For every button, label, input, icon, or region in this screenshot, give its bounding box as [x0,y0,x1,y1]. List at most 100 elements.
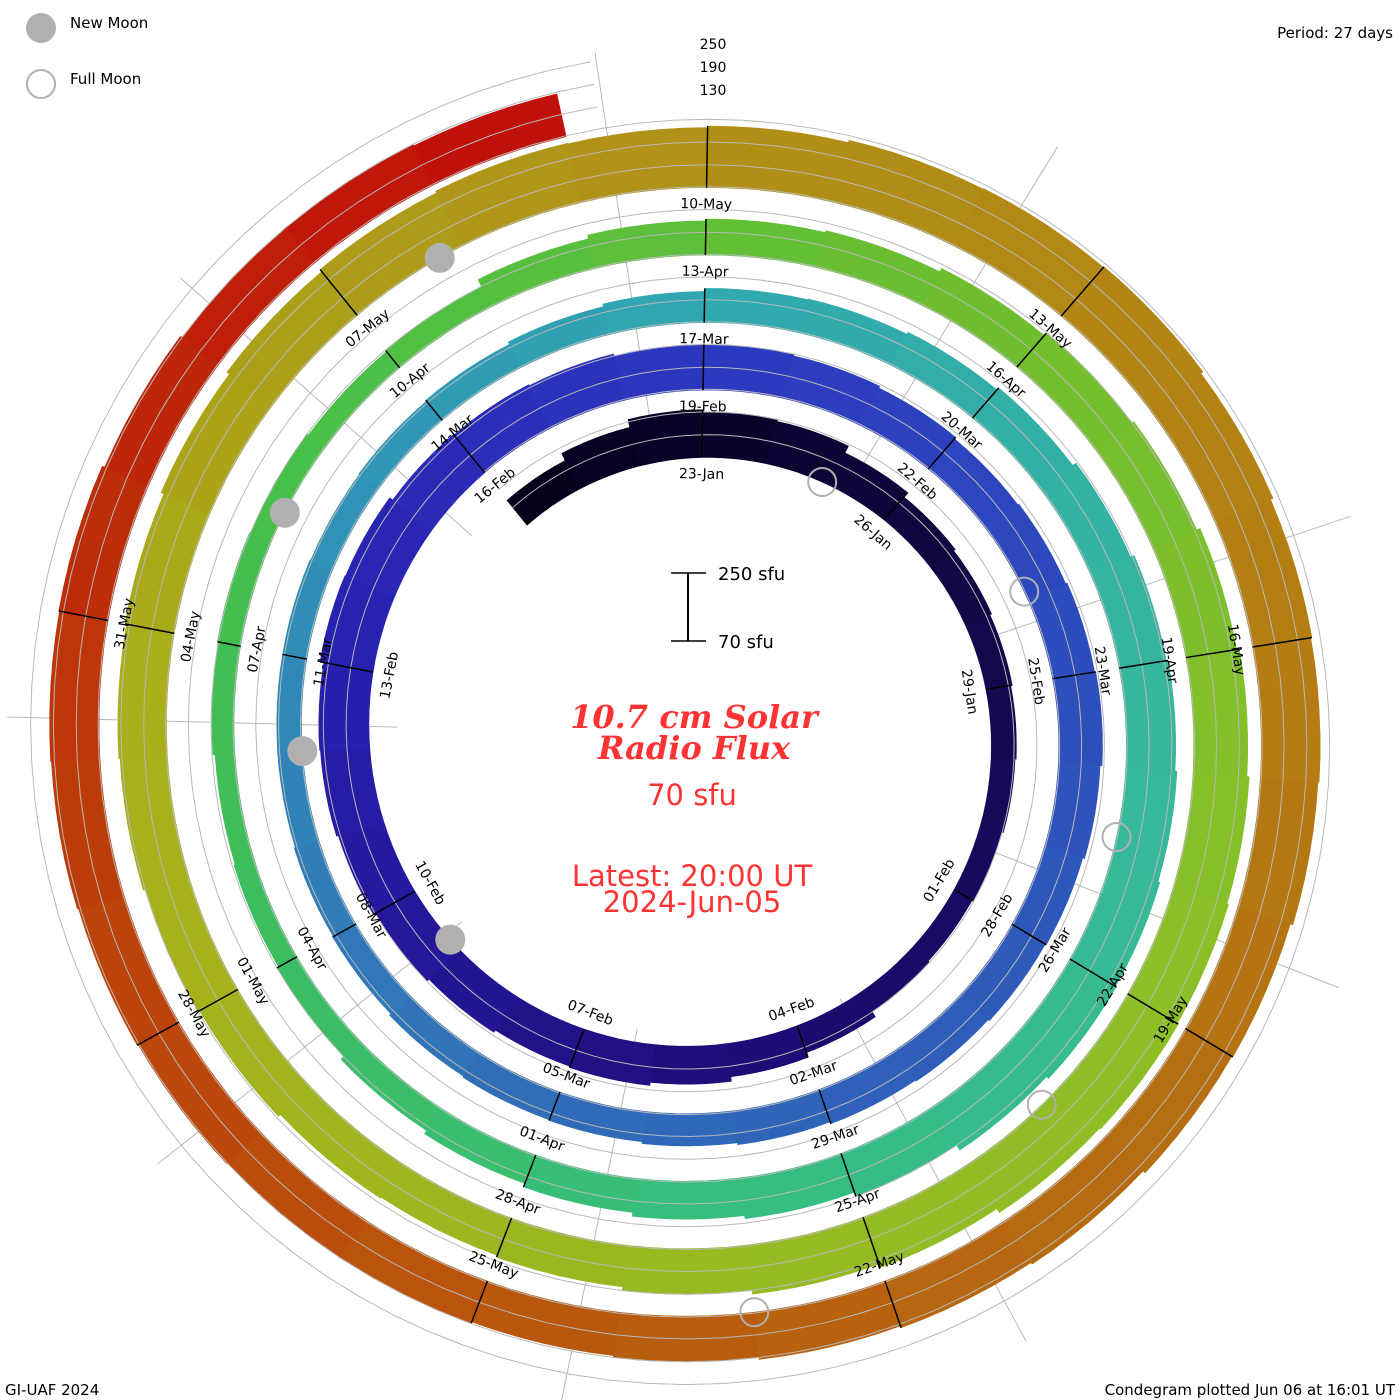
moon-markers [269,242,1132,1328]
flux-bar-day [816,230,941,306]
latest-time: Latest: 20:00 UT [572,859,813,893]
flux-bar-day [307,351,401,449]
full-moon-icon [807,467,838,498]
date-tick [124,623,175,635]
period-label: Period: 27 days [1277,24,1393,42]
full-moon-icon [1009,576,1040,607]
date-tick [1185,1027,1234,1058]
date-tick [495,1217,513,1258]
date-tick [953,888,974,902]
flux-bar-day [211,641,241,756]
flux-bar-day [953,824,1002,902]
date-tick [217,641,241,648]
flux-bar-day [1237,777,1319,926]
date-tick [1119,659,1169,669]
footer-plot-time: Condegram plotted Jun 06 at 16:01 UT [1105,1381,1396,1399]
date-label: 29-Jan [958,668,981,715]
flux-bar-day [119,756,190,891]
flux-bar-day [602,291,706,335]
flux-bar-day [641,1110,738,1147]
date-tick [703,288,706,323]
new-moon-legend-icon [26,13,56,43]
date-label: 13-Apr [682,264,729,281]
flux-bar-day [233,858,298,968]
date-tick [971,387,1000,419]
flux-bar-day [727,1025,809,1078]
date-tick [862,1216,882,1268]
new-moon-icon [269,497,300,528]
flux-bar-day [1252,637,1321,783]
date-tick [1185,648,1240,659]
footer-credit: GI-UAF 2024 [5,1381,99,1399]
current-flux-value: 70 sfu [647,778,737,812]
full-moon-icon [739,1297,770,1328]
date-tick [425,399,443,421]
new-moon-icon [424,242,455,273]
flux-bar-day [276,956,362,1058]
date-label: 10-May [680,196,732,213]
flux-bar-day [385,286,492,369]
date-tick [883,492,909,521]
date-tick [373,890,416,916]
date-tick [1127,993,1179,1025]
flux-bar-day [214,753,255,865]
top-scale-250: 250 [700,37,727,53]
flux-bar-day [471,1280,620,1356]
date-tick [470,1280,489,1324]
flux-bar-day [701,411,778,465]
date-tick [282,653,307,660]
full-moon-legend-icon [26,69,56,99]
date-tick [705,126,709,188]
flux-bar-day [631,1177,746,1220]
grid-spiral-130 [75,106,1285,1340]
flux-bar-day [51,758,125,910]
date-tick [319,269,358,316]
top-scale-130: 130 [700,83,727,99]
flux-bar-day [753,1280,901,1360]
date-tick [1252,636,1312,648]
flux-bar-day [649,1043,732,1085]
flux-bar-day [912,889,973,962]
new-moon-icon [435,924,466,955]
date-label: 19-Feb [679,399,727,416]
chart-title-line2: Radio Flux [597,729,791,767]
date-tick [319,661,374,673]
date-tick [985,684,1013,690]
date-tick [452,433,486,474]
date-tick [818,1089,832,1124]
date-label: 01-Apr [517,1123,567,1155]
date-label: 04-Feb [766,994,816,1025]
flux-bar-day [799,298,908,366]
flux-bar-day [702,344,795,399]
full-moon-legend-label: Full Moon [70,70,141,88]
flux-bar-day [705,218,826,268]
date-label: 23-Mar [1091,645,1115,696]
grid-spiral-190 [52,83,1308,1363]
scale-top-label: 250 sfu [718,564,785,585]
date-tick [197,988,239,1013]
scale-bottom-label: 70 sfu [718,632,774,653]
flux-bar-day [413,93,567,186]
date-label: 19-Apr [1158,636,1181,685]
flux-bar-day [1173,772,1250,905]
flux-bar-day [985,684,1017,760]
flux-bar-day [424,1108,537,1184]
date-tick [1069,958,1117,988]
date-label: 16-May [1224,623,1248,677]
date-tick [1052,671,1096,680]
date-label: 23-Jan [679,466,725,483]
date-label: 07-Apr [245,625,270,674]
full-moon-icon [1026,1089,1057,1120]
date-label: 04-May [178,610,204,664]
date-tick [385,350,401,369]
latest-date: 2024-Jun-05 [603,885,782,919]
date-tick [884,1280,902,1328]
flux-bar-day [859,945,930,1012]
date-tick [796,1025,809,1058]
full-moon-icon [1101,822,1132,853]
chart-title-line1: 10.7 cm Solar [570,698,820,736]
new-moon-legend-label: New Moon [70,14,148,32]
date-tick [927,436,957,470]
flux-bar-day [1052,671,1103,767]
